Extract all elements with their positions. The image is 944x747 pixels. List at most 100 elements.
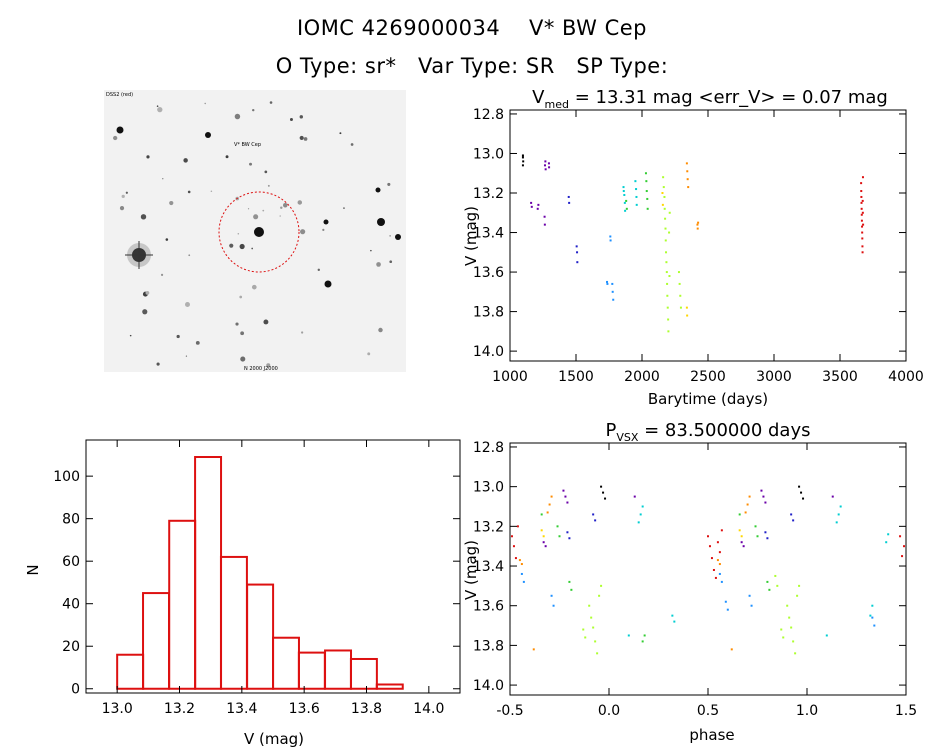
phased-point	[570, 588, 573, 591]
phased-point	[510, 535, 513, 538]
histogram-bar	[116, 653, 145, 690]
phased-point	[764, 501, 767, 504]
phased-point	[748, 594, 751, 597]
phased-point	[552, 604, 555, 607]
phased-point	[594, 519, 597, 522]
lightcurve-frame	[509, 109, 907, 362]
phased-point	[602, 491, 605, 494]
phased-point	[776, 584, 779, 587]
phased-point	[592, 626, 595, 629]
phased-point	[774, 574, 777, 577]
sky-star	[240, 331, 245, 336]
sky-star	[289, 118, 293, 121]
sky-star	[251, 284, 257, 290]
sky-star	[253, 214, 259, 220]
sky-star	[378, 327, 383, 333]
sky-star	[162, 178, 164, 180]
lightcurve-point	[625, 207, 628, 210]
phased-point	[637, 521, 640, 524]
histogram-ylabel: N	[24, 564, 42, 575]
phased-point	[885, 541, 888, 544]
histogram-bars	[116, 456, 404, 690]
lightcurve-xtick-label: 3500	[822, 369, 858, 385]
phased-point	[707, 535, 709, 538]
lightcurve-xtick-label: 3000	[756, 369, 792, 385]
lightcurve-point	[623, 201, 626, 204]
lightcurve-point	[664, 227, 667, 230]
sky-star	[389, 235, 391, 237]
lightcurve-point	[576, 251, 579, 254]
phased-point	[768, 588, 771, 591]
lightcurve-point	[624, 209, 627, 212]
phased-point	[718, 572, 721, 575]
phased-point	[869, 614, 872, 617]
lightcurve-ytick-label: 14.0	[473, 344, 504, 360]
phased-point	[673, 620, 676, 623]
phased-point	[766, 537, 769, 540]
phased-ytick-label: 13.4	[473, 559, 504, 575]
lightcurve-point	[661, 192, 664, 195]
phased-point	[542, 535, 545, 538]
phased-point	[794, 652, 797, 655]
sky-star	[247, 208, 250, 210]
lightcurve-point	[622, 190, 625, 193]
phased-point	[792, 519, 795, 522]
sky-star	[125, 191, 128, 194]
sky-star-bright	[377, 218, 385, 226]
sky-star	[301, 331, 304, 334]
lightcurve-point	[666, 282, 669, 285]
lightcurve-point	[611, 290, 614, 293]
lightcurve-point	[548, 166, 551, 169]
lightcurve-point	[622, 186, 625, 189]
phased-title-subscript: VSX	[616, 431, 639, 444]
sky-star	[263, 319, 269, 325]
phased-point	[712, 568, 715, 571]
phased-point	[780, 628, 783, 631]
sky-star-bright	[324, 280, 332, 288]
lightcurve-point	[635, 195, 638, 198]
phased-point	[639, 513, 642, 516]
histogram-chart: 13.0 13.2 13.4 13.6 13.8 14.0 0 20 40 60 80 100 V (…	[24, 439, 461, 747]
histogram-bar	[142, 592, 170, 690]
phased-point	[835, 521, 838, 524]
phased-point	[562, 489, 565, 492]
sky-star-bright	[116, 126, 124, 134]
phased-point	[564, 495, 567, 498]
phased-point	[839, 505, 842, 508]
sky-star	[299, 135, 304, 141]
histogram-xtick-label: 13.0	[102, 701, 133, 717]
phased-points	[510, 485, 906, 655]
phased-xlabel: phase	[689, 726, 734, 744]
lightcurve-point	[543, 223, 546, 226]
lightcurve-point	[567, 195, 570, 198]
phased-point	[798, 485, 801, 488]
lightcurve-point	[634, 180, 637, 183]
lightcurve-xlabel: Barytime (days)	[648, 390, 768, 408]
phased-point	[556, 525, 559, 528]
lightcurve-point	[679, 294, 682, 297]
lightcurve-point	[861, 199, 864, 202]
lightcurve-point	[645, 180, 648, 183]
lightcurve-point	[686, 178, 689, 181]
phased-point	[584, 636, 587, 639]
phased-point	[596, 652, 599, 655]
sky-star	[160, 273, 164, 276]
sky-star	[121, 194, 125, 199]
lightcurve-point	[530, 201, 533, 204]
phased-point	[520, 563, 523, 566]
phased-point	[627, 634, 630, 637]
sky-label-survey: DSS2 (red)	[106, 92, 133, 98]
lightcurve-point	[860, 182, 863, 185]
phased-point	[522, 580, 525, 583]
phased-point	[746, 503, 749, 506]
lightcurve-point	[611, 282, 614, 285]
lightcurve-point	[663, 195, 666, 198]
lightcurve-point	[667, 330, 670, 333]
lightcurve-point	[862, 223, 865, 226]
phased-point	[716, 559, 719, 562]
sky-star	[239, 243, 245, 250]
histogram-xtick-label: 13.6	[289, 701, 320, 717]
phased-point	[726, 608, 729, 611]
phased-point	[788, 616, 791, 619]
lightcurve-point	[861, 237, 864, 240]
